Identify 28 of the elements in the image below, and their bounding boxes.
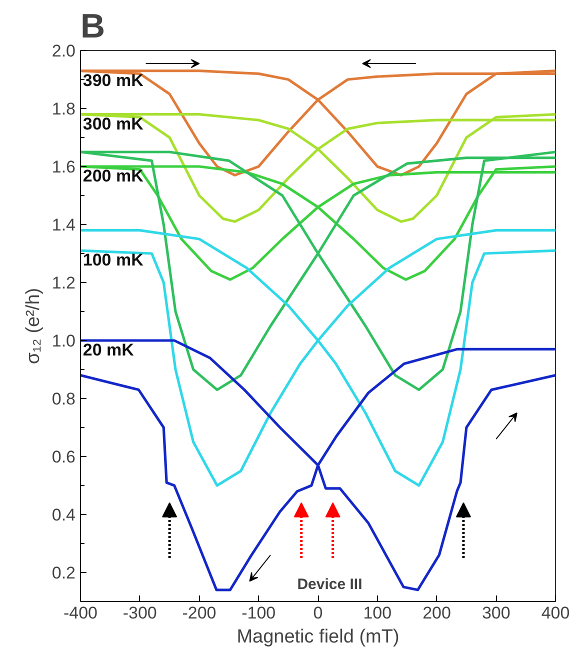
y-tick-label: 1.4 [52,216,76,234]
x-tick-label: -100 [242,604,276,622]
x-tick-label: 200 [422,604,451,622]
y-tick-label: 1.2 [52,274,76,292]
y-tick-label: 2.0 [52,42,76,60]
annotation: Device III [297,576,362,593]
chart-title: B [80,8,106,46]
x-tick-label: -200 [182,604,216,622]
x-tick-label: 100 [363,604,392,622]
series-label: 200 mK [82,166,144,186]
y-tick-label: 0.4 [52,506,76,524]
y-axis-title: σ₁₂ (e²/h) [22,288,44,364]
x-tick-label: 0 [313,604,323,622]
series-label: 300 mK [82,114,144,134]
series-label: 390 mK [82,70,144,90]
x-tick-label: 300 [482,604,510,622]
y-tick-label: 0.6 [52,448,76,466]
series-label: 100 mK [82,250,144,270]
y-tick-label: 1.8 [52,100,76,118]
x-axis-title: Magnetic field (mT) [236,626,400,648]
y-tick-label: 1.6 [52,158,76,176]
x-tick-label: -400 [63,604,98,622]
y-tick-label: 0.8 [52,390,76,408]
x-tick-label: -300 [122,604,157,622]
y-tick-label: 1.0 [52,332,76,350]
y-tick-label: 0.2 [52,564,76,582]
series-label: 20 mK [82,340,135,360]
x-tick-label: 400 [541,604,570,622]
